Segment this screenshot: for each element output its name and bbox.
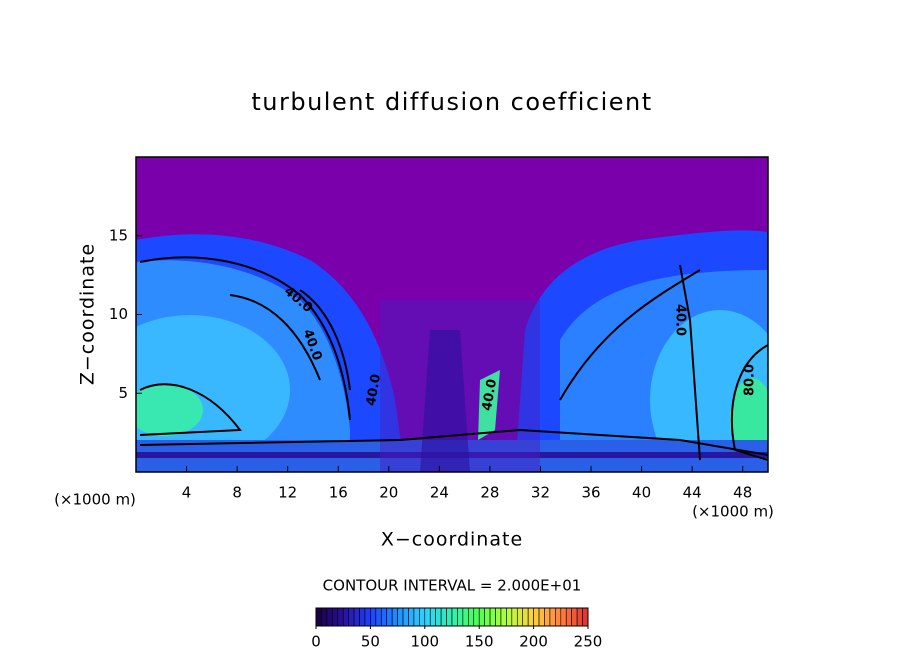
colorbar-swatch xyxy=(500,607,507,627)
colorbar-swatch xyxy=(348,607,355,627)
colorbar-swatch xyxy=(446,607,453,627)
colorbar-swatch xyxy=(506,607,513,627)
colorbar-swatch xyxy=(582,607,589,627)
colorbar-tick-label: 50 xyxy=(361,633,380,651)
colorbar-swatch xyxy=(370,607,377,627)
colorbar-swatch xyxy=(353,607,360,627)
x-tick-label: 40 xyxy=(632,484,651,502)
colorbar-swatch xyxy=(435,607,442,627)
x-tick-label: 20 xyxy=(379,484,398,502)
colorbar-swatch xyxy=(489,607,496,627)
colorbar-swatch xyxy=(516,607,524,627)
colorbar-swatch xyxy=(462,607,469,627)
y-tick-label: 10 xyxy=(109,305,128,323)
colorbar-swatch xyxy=(527,607,534,627)
colorbar-swatch xyxy=(326,607,333,627)
x-tick-label: 48 xyxy=(733,484,752,502)
colorbar-swatch xyxy=(321,607,328,627)
colorbar-tick-label: 250 xyxy=(574,633,603,651)
colorbar-swatch xyxy=(457,607,464,627)
colorbar-swatch xyxy=(380,607,388,627)
contour-label: 40.0 xyxy=(480,378,500,412)
contour-label: 40.0 xyxy=(364,373,384,407)
colorbar-swatch xyxy=(397,607,404,627)
colorbar-swatch xyxy=(315,607,322,627)
x-tick-label: 24 xyxy=(430,484,449,502)
colorbar-swatch xyxy=(359,607,366,627)
chart-title: turbulent diffusion coefficient xyxy=(251,88,652,116)
x-tick-label: 4 xyxy=(182,484,192,502)
colorbar-swatch xyxy=(451,607,458,627)
x-tick-label: 16 xyxy=(329,484,348,502)
x-tick-label: 36 xyxy=(581,484,600,502)
colorbar-swatch xyxy=(484,607,491,627)
colorbar-tick-label: 100 xyxy=(410,633,439,651)
colorbar-swatch xyxy=(522,607,529,627)
colorbar-swatch xyxy=(342,607,349,627)
colorbar-swatch xyxy=(544,607,551,627)
colorbar-swatch xyxy=(576,607,583,627)
colorbar-swatch xyxy=(538,607,545,627)
x-tick-label: 28 xyxy=(480,484,499,502)
colorbar-swatch xyxy=(440,607,447,627)
colorbar-swatch xyxy=(549,607,556,627)
contour-label: 80.0 xyxy=(743,364,758,396)
colorbar-swatch xyxy=(478,607,485,627)
y-tick-label: 15 xyxy=(109,226,128,244)
colorbar-swatch xyxy=(468,607,475,627)
colorbar-swatch xyxy=(337,607,344,627)
colorbar-swatch xyxy=(565,607,572,627)
colorbar-swatch xyxy=(386,607,393,627)
x-tick-label: 44 xyxy=(683,484,702,502)
contour-interval: CONTOUR INTERVAL = 2.000E+01 xyxy=(323,577,582,595)
x-tick-label: 32 xyxy=(531,484,550,502)
colorbar-tick-label: 150 xyxy=(465,633,494,651)
colorbar-swatch xyxy=(419,607,426,627)
colorbar-swatch xyxy=(375,607,382,627)
colorbar-swatch xyxy=(429,607,436,627)
colorbar-swatch xyxy=(408,607,415,627)
colorbar-swatch xyxy=(555,607,562,627)
colorbar-swatch xyxy=(364,607,371,627)
y-unit: (×1000 m) xyxy=(54,491,136,509)
colorbar-swatch xyxy=(571,607,578,627)
colorbar-swatch xyxy=(511,607,518,627)
colorbar-swatch xyxy=(391,607,398,627)
colorbar-swatch xyxy=(413,607,420,627)
colorbar-swatch xyxy=(424,607,431,627)
colorbar-tick-label: 0 xyxy=(311,633,321,651)
colorbar-swatch xyxy=(332,607,339,627)
colorbar-swatch xyxy=(560,607,567,627)
contour-label: 40.0 xyxy=(673,304,688,336)
y-tick-label: 5 xyxy=(118,384,128,402)
colorbar-tick-label: 200 xyxy=(519,633,548,651)
y-axis-label: Z−coordinate xyxy=(77,243,99,385)
x-axis-label: X−coordinate xyxy=(381,529,523,551)
x-unit: (×1000 m) xyxy=(692,503,774,521)
contour-field xyxy=(136,157,768,472)
x-tick-label: 8 xyxy=(232,484,242,502)
x-tick-label: 12 xyxy=(278,484,297,502)
colorbar-frame xyxy=(315,607,589,627)
colorbar-swatch xyxy=(402,607,409,627)
colorbar-swatch xyxy=(533,607,540,627)
colorbar-swatch xyxy=(473,607,480,627)
colorbar-swatch xyxy=(495,607,502,627)
